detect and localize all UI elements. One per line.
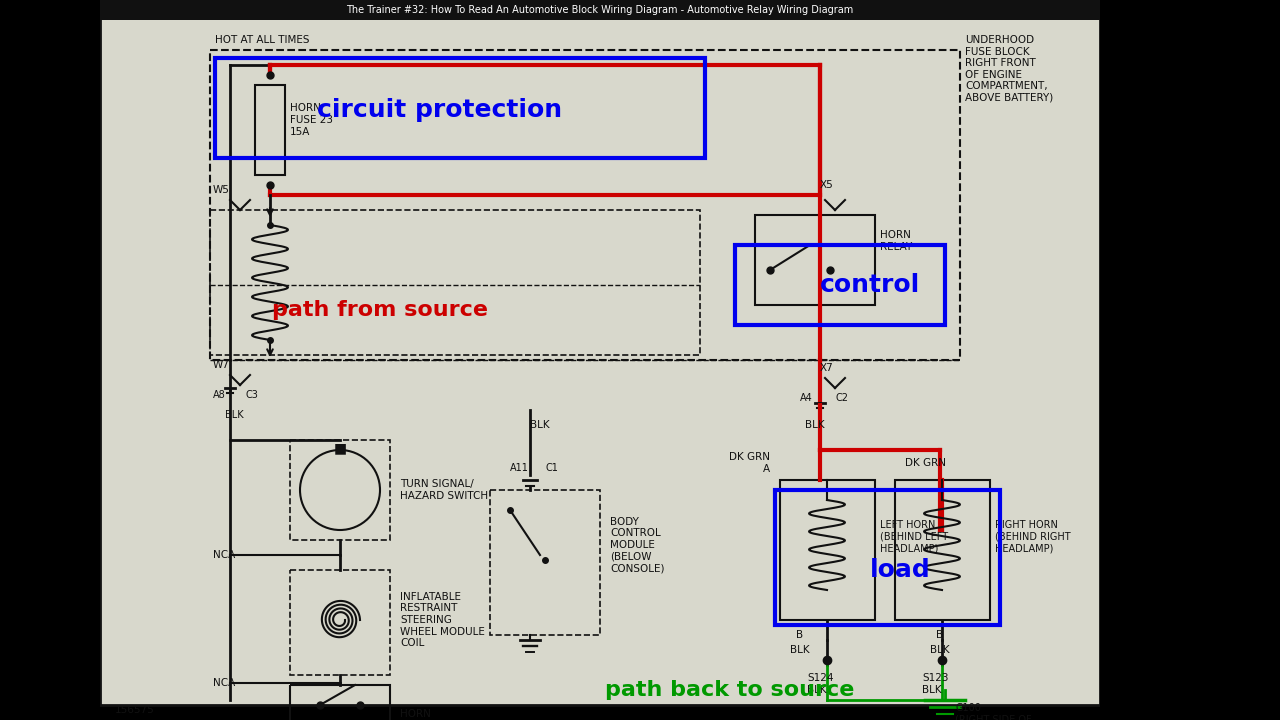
- Text: HORN
SWITCH: HORN SWITCH: [399, 709, 440, 720]
- Bar: [1100, 0, 1280, 720]
- Text: X5: X5: [820, 180, 833, 190]
- Text: TURN SIGNAL/
HAZARD SWITCH: TURN SIGNAL/ HAZARD SWITCH: [399, 480, 488, 501]
- Text: load: load: [869, 558, 931, 582]
- Text: B: B: [937, 630, 943, 640]
- Text: LEFT HORN
(BEHIND LEFT
HEADLAMP): LEFT HORN (BEHIND LEFT HEADLAMP): [881, 520, 948, 553]
- Text: BLK: BLK: [530, 420, 550, 430]
- Bar: [735, 245, 945, 325]
- Text: X7: X7: [820, 363, 833, 373]
- Bar: [895, 480, 989, 620]
- Text: A11: A11: [509, 463, 529, 473]
- Text: C3: C3: [244, 390, 257, 400]
- Text: B: B: [796, 630, 804, 640]
- Text: DK GRN
A: DK GRN A: [730, 452, 771, 474]
- Bar: [100, 15, 1100, 705]
- Text: BLK: BLK: [790, 645, 810, 655]
- Text: HORN
FUSE 23
15A: HORN FUSE 23 15A: [291, 104, 333, 137]
- Text: circuit protection: circuit protection: [317, 98, 563, 122]
- Text: NCA: NCA: [212, 678, 236, 688]
- Text: BODY
CONTROL
MODULE
(BELOW
CONSOLE): BODY CONTROL MODULE (BELOW CONSOLE): [611, 517, 664, 573]
- Text: INFLATABLE
RESTRAINT
STEERING
WHEEL MODULE
COIL: INFLATABLE RESTRAINT STEERING WHEEL MODU…: [399, 592, 485, 648]
- Text: BLK: BLK: [225, 410, 243, 420]
- Text: DK GRN: DK GRN: [905, 458, 946, 468]
- Text: C2: C2: [835, 393, 849, 403]
- Text: BLK: BLK: [805, 420, 824, 430]
- Text: W5: W5: [212, 185, 230, 195]
- Text: S123: S123: [922, 673, 948, 683]
- Text: A4: A4: [800, 393, 813, 403]
- Bar: [291, 570, 390, 675]
- Bar: [291, 685, 390, 720]
- Text: ■: ■: [333, 441, 347, 455]
- Text: 156575: 156575: [115, 705, 155, 715]
- Bar: [210, 50, 960, 360]
- Text: A8: A8: [212, 390, 225, 400]
- Text: NCA: NCA: [212, 550, 236, 560]
- Bar: [210, 210, 700, 355]
- Bar: [100, 0, 1100, 20]
- Bar: [780, 480, 876, 620]
- Text: path from source: path from source: [273, 300, 488, 320]
- Text: The Trainer #32: How To Read An Automotive Block Wiring Diagram - Automotive Rel: The Trainer #32: How To Read An Automoti…: [347, 5, 854, 15]
- Text: path back to source: path back to source: [605, 680, 855, 700]
- Text: HOT AT ALL TIMES: HOT AT ALL TIMES: [215, 35, 310, 45]
- Text: C1: C1: [545, 463, 558, 473]
- Text: HORN
RELAY: HORN RELAY: [881, 230, 913, 251]
- Bar: [0, 0, 100, 720]
- Text: S124: S124: [806, 673, 833, 683]
- Text: BLK: BLK: [922, 685, 942, 695]
- Bar: [774, 490, 1000, 625]
- Text: BLK: BLK: [931, 645, 950, 655]
- Text: BLK: BLK: [806, 685, 827, 695]
- Bar: [755, 215, 876, 305]
- Text: G100
(RIGHT SIDE OF
ENGINE
COMPARTMENT): G100 (RIGHT SIDE OF ENGINE COMPARTMENT): [955, 703, 1033, 720]
- Text: UNDERHOOD
FUSE BLOCK
RIGHT FRONT
OF ENGINE
COMPARTMENT,
ABOVE BATTERY): UNDERHOOD FUSE BLOCK RIGHT FRONT OF ENGI…: [965, 35, 1053, 103]
- Text: RIGHT HORN
(BEHIND RIGHT
HEADLAMP): RIGHT HORN (BEHIND RIGHT HEADLAMP): [995, 520, 1070, 553]
- Bar: [291, 440, 390, 540]
- Bar: [215, 58, 705, 158]
- Text: W7: W7: [212, 360, 230, 370]
- Bar: [255, 85, 285, 175]
- Text: control: control: [820, 273, 920, 297]
- Bar: [490, 490, 600, 635]
